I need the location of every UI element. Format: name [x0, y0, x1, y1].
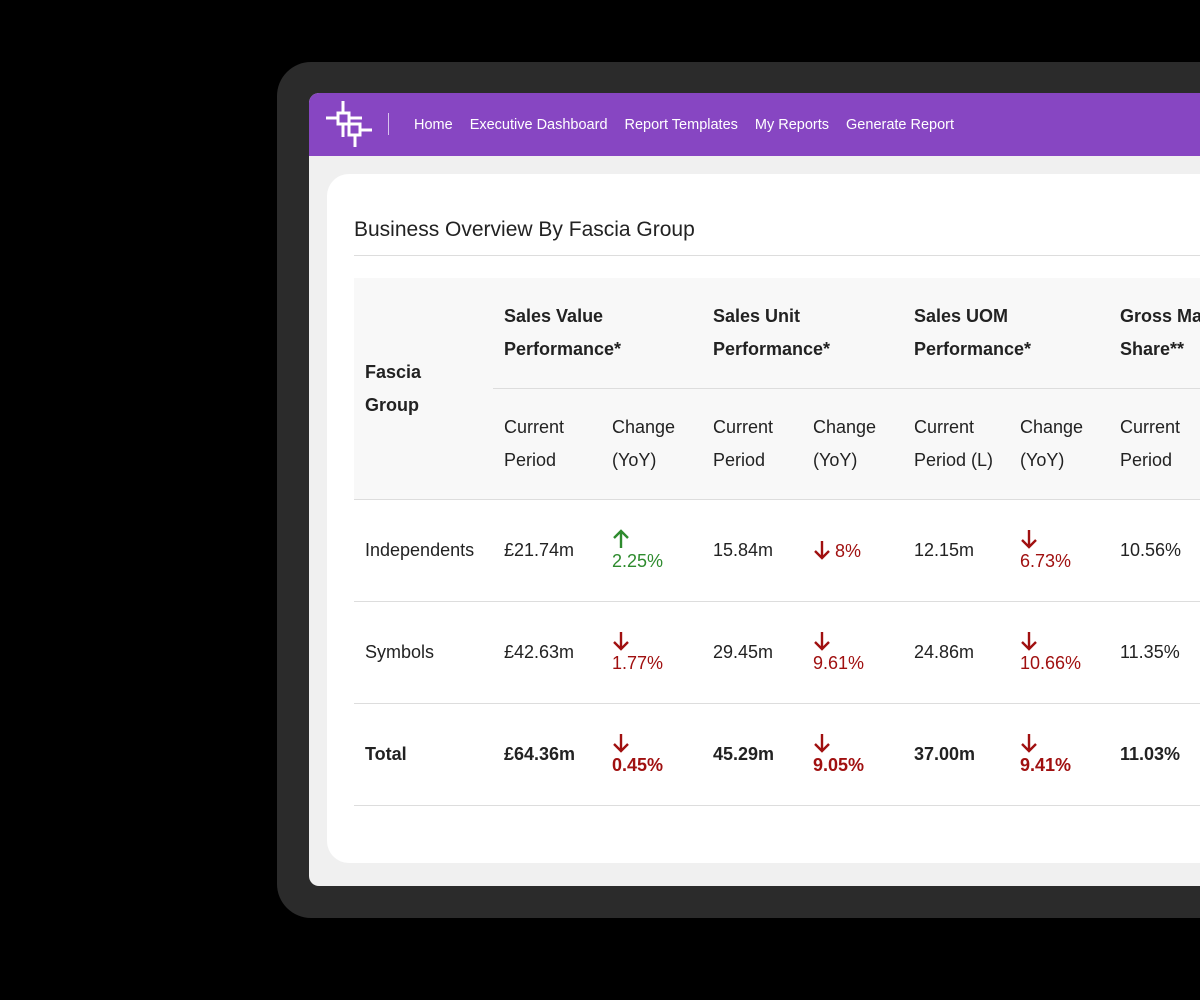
card: Business Overview By Fascia Group Fascia… [327, 174, 1200, 863]
change-value: 8% [835, 540, 862, 561]
screen: Home Executive Dashboard Report Templates M… [309, 93, 1200, 886]
table-row: Total £64.36m 0.45% 45.29m 9.05% 37.00m 9.41% 1… [354, 703, 1200, 806]
header-line: Current [914, 417, 975, 437]
table-row: Symbols £42.63m 1.77% 29.45m 9.61% 24.86m 10.6… [354, 601, 1200, 704]
row-label: Symbols [354, 601, 493, 704]
change-value: 1.77% [612, 652, 664, 673]
arrow-down [814, 733, 830, 753]
header-line: Period (L) [914, 450, 994, 470]
row-label: Total [354, 703, 493, 806]
header-line: Current [713, 417, 774, 437]
value-cell: 12.15m [903, 499, 1009, 602]
nav-bar: Home Executive Dashboard Report Templates M… [309, 93, 1200, 156]
change-cell: 1.77% [601, 601, 702, 704]
group-header: Sales Value Performance* [493, 278, 702, 389]
header-line: Performance* [713, 339, 831, 359]
value-cell: 11.35% [1109, 601, 1200, 704]
nav-link[interactable]: Generate Report [846, 116, 955, 133]
header-line: Sales Value [504, 306, 604, 326]
change-value: 10.66% [1020, 652, 1082, 673]
arrow-down [1021, 733, 1037, 753]
data-table: Fascia Group Sales Value Performance* Sales … [354, 278, 1200, 806]
value-cell: £64.36m [493, 703, 601, 806]
change-cell: 9.41% [1009, 703, 1109, 806]
group-header: Sales UOM Performance* [903, 278, 1109, 389]
separator [388, 113, 389, 135]
header-line: Performance* [914, 339, 1032, 359]
header-line: Gross Ma [1120, 306, 1200, 326]
card-title: Business Overview By Fascia Group [354, 218, 695, 241]
sub-header: Current Period [493, 388, 601, 500]
nav-link[interactable]: Report Templates [624, 116, 738, 133]
change-value: 0.45% [612, 754, 664, 775]
value-cell: 15.84m [702, 499, 802, 602]
nav-link[interactable]: Home [414, 116, 453, 133]
arrow-down [814, 631, 830, 651]
change-cell: 10.66% [1009, 601, 1109, 704]
header-line: Sales Unit [713, 306, 801, 326]
arrow-down [1021, 529, 1037, 549]
value-cell: 45.29m [702, 703, 802, 806]
header-line: Performance* [504, 339, 622, 359]
header-line: Group [365, 394, 419, 415]
group-header: Gross Ma Share** [1109, 278, 1200, 389]
header-line: Period [504, 450, 557, 470]
arrow-down [613, 631, 629, 651]
header-line: Change [813, 417, 877, 437]
header-line: Period [1120, 450, 1173, 470]
value-cell: 24.86m [903, 601, 1009, 704]
change-value: 6.73% [1020, 550, 1072, 571]
arrow-down [613, 733, 629, 753]
header-line: Share** [1120, 339, 1185, 359]
header-line: Period [713, 450, 766, 470]
value-cell: £42.63m [493, 601, 601, 704]
value-cell: £21.74m [493, 499, 601, 602]
header-line: Change [1020, 417, 1084, 437]
group-header: Sales Unit Performance* [702, 278, 903, 389]
value-cell: 10.56% [1109, 499, 1200, 602]
sub-header: Change (YoY) [601, 388, 702, 500]
header-line: Fascia [365, 361, 422, 382]
header-line: Change [612, 417, 676, 437]
logo[interactable] [324, 99, 374, 149]
change-cell: 2.25% [601, 499, 702, 602]
arrow-up [613, 528, 629, 548]
sub-header: Change (YoY) [802, 388, 903, 500]
change-value: 9.61% [813, 652, 865, 673]
header-line: Current [504, 417, 565, 437]
change-cell: 0.45% [601, 703, 702, 806]
row-label: Independents [354, 499, 493, 602]
sub-header: Current Period (L) [903, 388, 1009, 500]
value-cell: 29.45m [702, 601, 802, 704]
table-row: Independents £21.74m 2.25% 15.84m 8% 12.15m 6.… [354, 499, 1200, 602]
sub-header: Current Period [702, 388, 802, 500]
change-value: 2.25% [612, 550, 664, 571]
value-cell: 37.00m [903, 703, 1009, 806]
nav-link[interactable]: My Reports [754, 116, 830, 133]
change-cell: 9.61% [802, 601, 903, 704]
arrow-down [1021, 631, 1037, 651]
sub-header: Current Period [1109, 388, 1200, 500]
header-line: Sales UOM [914, 306, 1009, 326]
change-cell: 9.05% [802, 703, 903, 806]
header-line: (YoY) [813, 450, 858, 470]
change-cell: 6.73% [1009, 499, 1109, 602]
nav-link[interactable]: Executive Dashboard [469, 116, 608, 133]
arrow-down [814, 540, 830, 560]
header-cell: Fascia Group [354, 278, 493, 500]
value-cell: 11.03% [1109, 703, 1200, 806]
header-line: (YoY) [1020, 450, 1065, 470]
sub-header: Change (YoY) [1009, 388, 1109, 500]
header-line: Current [1120, 417, 1181, 437]
header-line: (YoY) [612, 450, 657, 470]
change-cell: 8% [802, 499, 903, 602]
change-value: 9.41% [1020, 754, 1072, 775]
divider [354, 255, 1200, 256]
change-value: 9.05% [813, 754, 865, 775]
nav-list: Home Executive Dashboard Report Templates M… [414, 93, 954, 156]
